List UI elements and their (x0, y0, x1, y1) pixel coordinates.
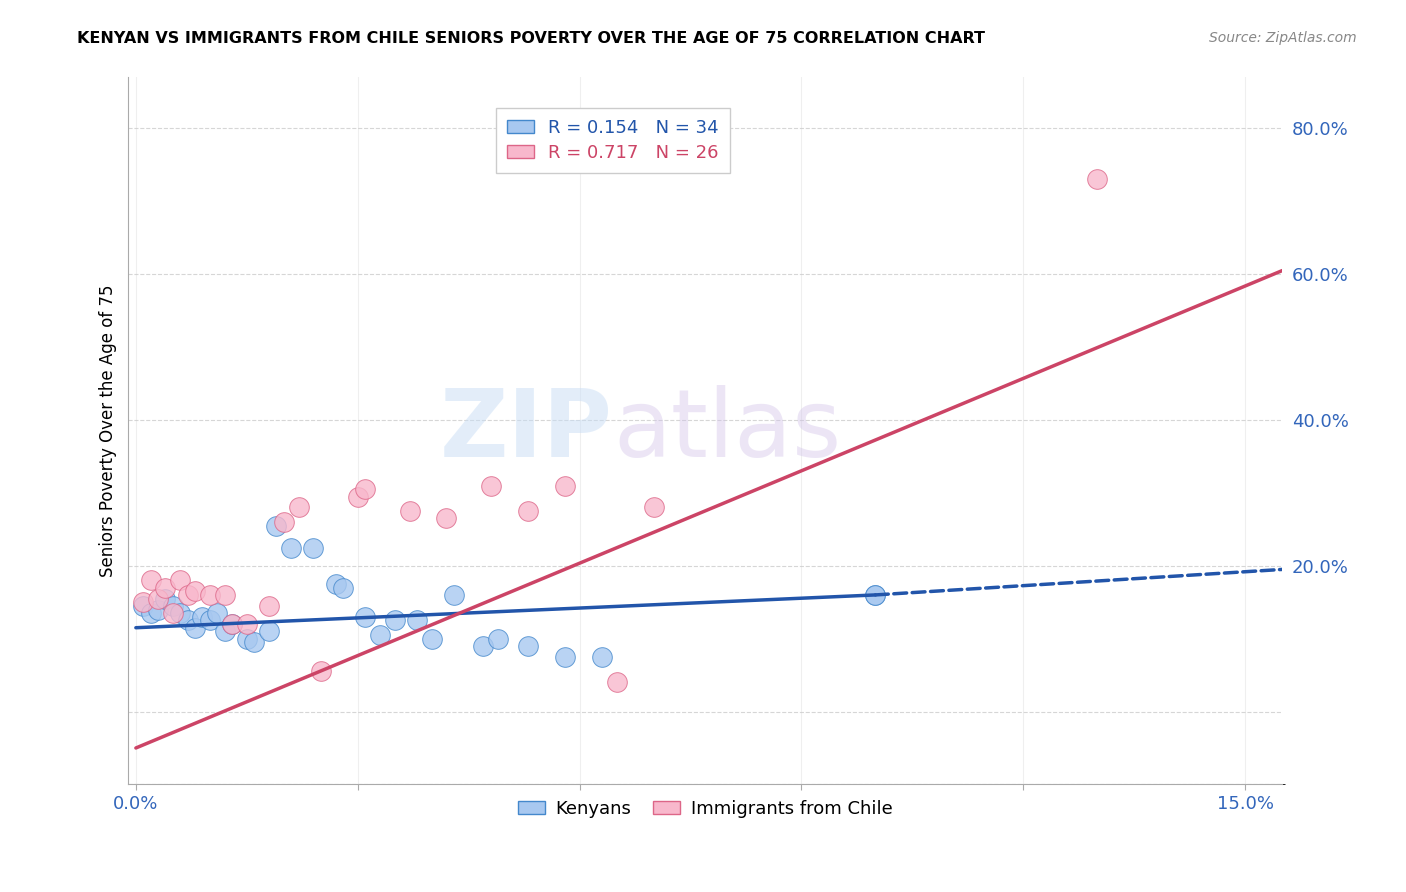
Point (346, 490, 368, 504)
Point (132, 599, 155, 613)
Point (162, 599, 184, 613)
Point (146, 602, 169, 616)
Point (554, 478, 576, 492)
Point (420, 632, 443, 646)
Point (139, 606, 162, 620)
Point (273, 515, 295, 529)
Point (191, 609, 214, 624)
Point (865, 588, 887, 602)
Point (865, 588, 887, 602)
Point (132, 595, 155, 609)
Point (325, 577, 347, 591)
Point (243, 635, 266, 649)
Point (516, 504, 538, 518)
Point (257, 624, 280, 639)
Point (155, 581, 177, 595)
Point (176, 588, 198, 602)
Point (236, 632, 259, 646)
Point (146, 591, 169, 606)
Point (406, 614, 429, 628)
Point (184, 584, 207, 599)
Point (266, 518, 288, 533)
Point (302, 541, 325, 555)
Point (169, 606, 191, 620)
Point (214, 588, 236, 602)
Legend: Kenyans, Immigrants from Chile: Kenyans, Immigrants from Chile (510, 792, 900, 825)
Point (205, 606, 228, 620)
Point (280, 541, 302, 555)
Point (436, 511, 458, 525)
Point (479, 478, 502, 492)
Point (287, 500, 309, 515)
Point (643, 500, 665, 515)
Point (1085, 172, 1108, 186)
Point (257, 599, 280, 613)
Point (184, 621, 207, 635)
Point (236, 617, 259, 632)
Point (606, 675, 628, 690)
Point (554, 649, 576, 664)
Text: Source: ZipAtlas.com: Source: ZipAtlas.com (1209, 31, 1357, 45)
Point (162, 606, 184, 620)
Point (472, 639, 495, 653)
Text: KENYAN VS IMMIGRANTS FROM CHILE SENIORS POVERTY OVER THE AGE OF 75 CORRELATION C: KENYAN VS IMMIGRANTS FROM CHILE SENIORS … (77, 31, 986, 46)
Point (221, 617, 243, 632)
Point (214, 624, 236, 639)
Point (176, 614, 198, 628)
Point (198, 588, 221, 602)
Point (169, 574, 191, 588)
Point (368, 628, 391, 642)
Point (398, 504, 420, 518)
Text: ZIP: ZIP (440, 385, 613, 477)
Point (221, 617, 243, 632)
Point (486, 632, 509, 646)
Point (516, 639, 538, 653)
Point (309, 665, 332, 679)
Point (198, 614, 221, 628)
Point (354, 482, 377, 496)
Point (155, 591, 177, 606)
Point (591, 649, 613, 664)
Point (384, 614, 406, 628)
Point (443, 588, 465, 602)
Point (332, 581, 354, 595)
Point (139, 574, 162, 588)
Y-axis label: Seniors Poverty Over the Age of 75: Seniors Poverty Over the Age of 75 (100, 285, 117, 577)
Text: atlas: atlas (613, 385, 841, 477)
Point (354, 609, 377, 624)
